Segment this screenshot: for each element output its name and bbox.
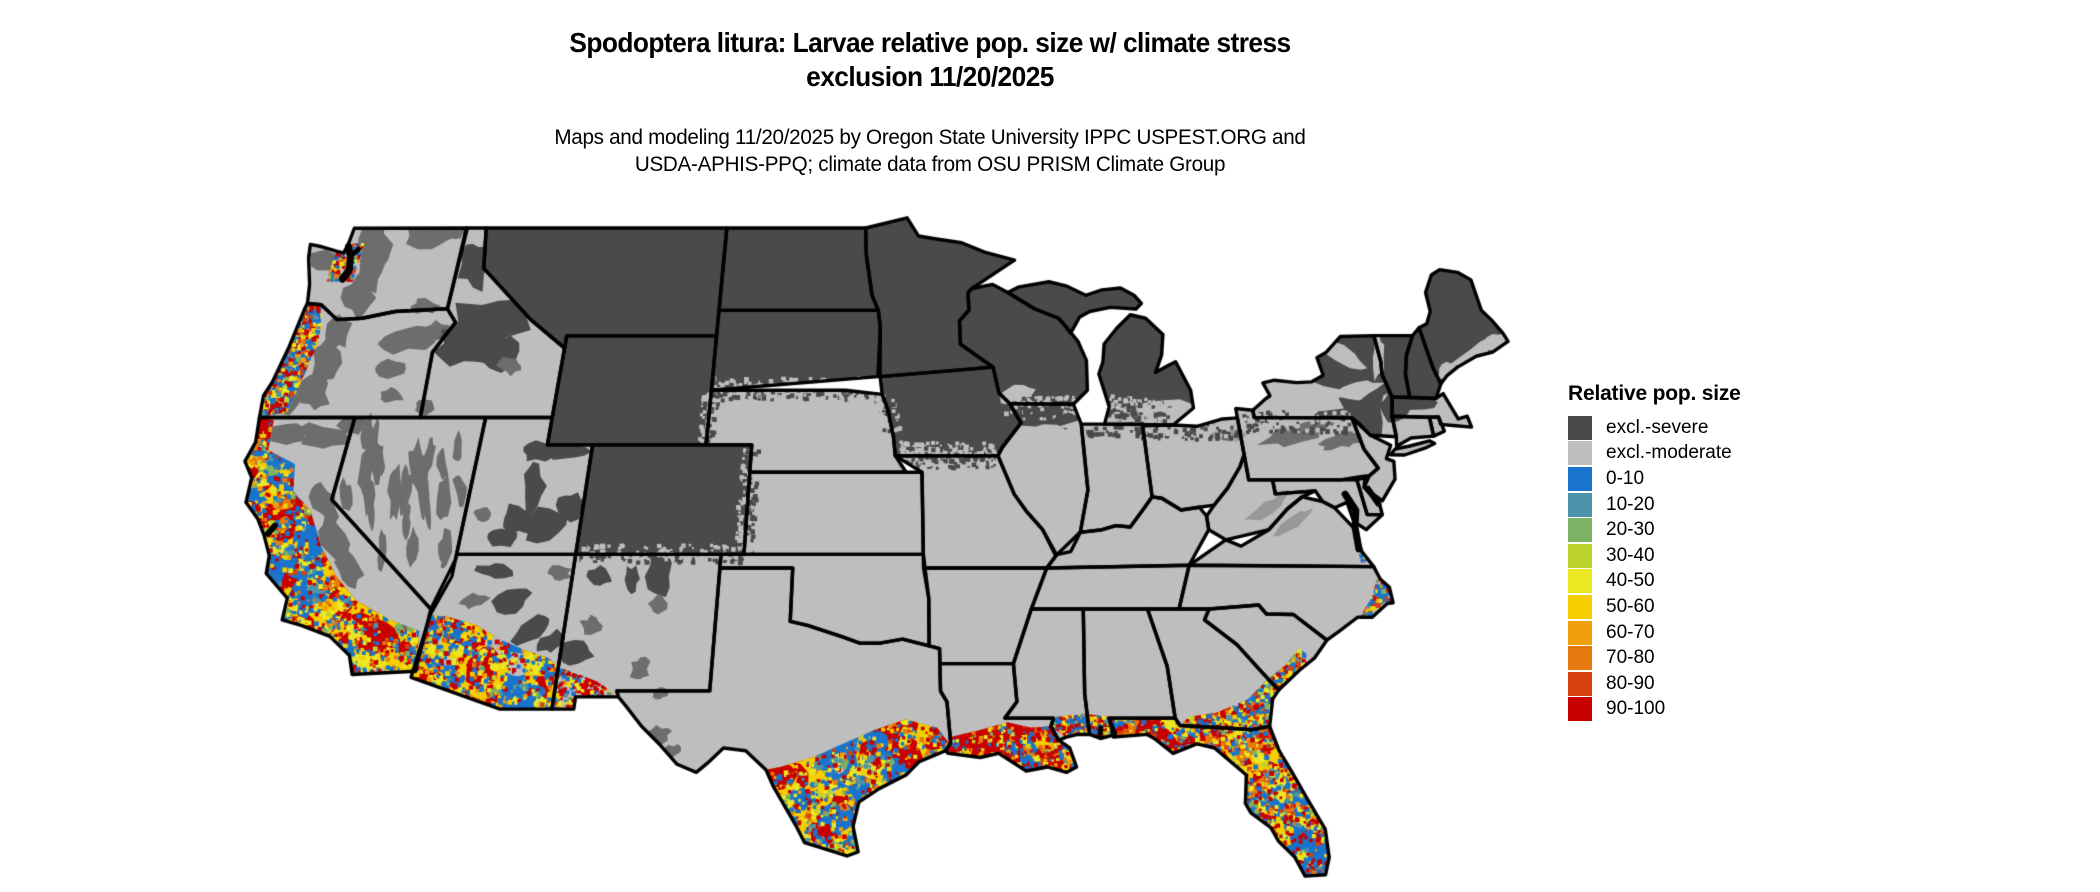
legend-row: 50-60 [1568,594,1741,620]
legend-swatch [1568,671,1592,696]
figure-title-line1: Spodoptera litura: Larvae relative pop. … [569,27,1291,58]
figure-title: Spodoptera litura: Larvae relative pop. … [56,26,1804,94]
legend-label: 20-30 [1606,519,1655,541]
legend-row: 90-100 [1568,697,1741,723]
legend-swatch [1568,543,1592,568]
legend-row: 0-10 [1568,466,1741,492]
legend-row: excl.-moderate [1568,441,1741,467]
legend-swatch [1568,569,1592,594]
figure-subtitle-line1: Maps and modeling 11/20/2025 by Oregon S… [554,125,1306,149]
legend-swatch [1568,697,1592,722]
legend-row: 80-90 [1568,671,1741,697]
legend-label: excl.-moderate [1606,442,1732,464]
legend-row: excl.-severe [1568,415,1741,441]
legend-label: 70-80 [1606,647,1655,669]
figure-title-line2: exclusion 11/20/2025 [806,61,1054,92]
legend-label: 0-10 [1606,467,1645,489]
legend-swatch [1568,415,1592,440]
legend-label: 30-40 [1606,544,1655,566]
legend-swatch [1568,594,1592,619]
legend-swatch [1568,492,1592,517]
legend-swatch [1568,518,1592,543]
legend-rows: excl.-severe excl.-moderate 0-10 10-20 20-30… [1568,415,1741,722]
figure-subtitle-line2: USDA-APHIS-PPQ; climate data from OSU PR… [634,152,1226,176]
legend-row: 60-70 [1568,620,1741,646]
map-legend: Relative pop. size excl.-severe excl.-mod… [1568,382,1741,722]
legend-row: 20-30 [1568,517,1741,543]
legend-title: Relative pop. size [1568,382,1741,405]
legend-label: 60-70 [1606,621,1655,643]
legend-swatch [1568,620,1592,645]
legend-swatch [1568,466,1592,491]
figure-subtitle: Maps and modeling 11/20/2025 by Oregon S… [37,124,1823,178]
legend-row: 40-50 [1568,569,1741,595]
legend-label: excl.-severe [1606,416,1709,438]
legend-swatch [1568,646,1592,671]
legend-row: 10-20 [1568,492,1741,518]
legend-label: 50-60 [1606,595,1655,617]
legend-label: 90-100 [1606,698,1666,720]
legend-row: 70-80 [1568,645,1741,671]
legend-label: 40-50 [1606,570,1655,592]
legend-label: 10-20 [1606,493,1655,515]
legend-swatch [1568,441,1592,466]
legend-row: 30-40 [1568,543,1741,569]
legend-label: 80-90 [1606,672,1655,694]
